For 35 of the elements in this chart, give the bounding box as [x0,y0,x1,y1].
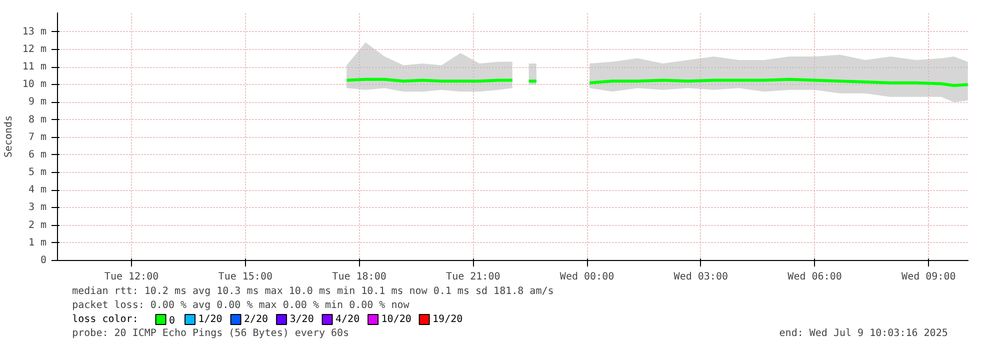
y-tick-label: 2 m [28,220,46,231]
legend-label: 4/20 [336,314,360,325]
y-tick-label: 7 m [28,132,46,143]
text: packet loss: 0.00 % avg 0.00 % max 0.00 % min 0.00 % now [72,300,410,311]
y-tick-label: 1 m [28,237,46,248]
x-tick-label: Wed 03:00 [674,272,728,282]
legend-title: loss color: [72,314,138,325]
text: probe: 20 ICMP Echo Pings (56 Bytes) every 60s [72,328,350,339]
x-tick-label: Tue 21:00 [446,272,500,282]
y-tick-label: 9 m [28,96,46,108]
x-tick-label: Tue 18:00 [332,272,386,282]
y-tick-label: 12 m [22,44,47,55]
legend-label: 0 [168,316,176,326]
legend-label: 19/20 [432,314,463,325]
x-tick-label: Tue 12:00 [104,272,159,282]
y-tick-label: 0 [40,255,47,266]
text: median rtt: 10.2 ms avg 10.3 ms max 10.0 ms min 10.1 ms now 0.1 ms sd 181.8 am/s [72,286,554,297]
y-tick-label: 10 m [22,79,47,90]
y-axis-title: Seconds [3,115,14,158]
legend-label: 10/20 [381,314,412,325]
legend-label: 3/20 [290,314,314,325]
y-tick-label: 5 m [28,167,46,178]
legend-label: 1/20 [198,314,222,325]
y-tick-label: 8 m [28,114,46,126]
y-tick-label: 11 m [22,62,47,73]
text: end: Wed Jul 9 10:03:16 2025 [779,328,948,339]
y-tick-label: 4 m [28,184,46,196]
x-tick-label: Wed 09:00 [902,272,956,282]
y-tick-label: 13 m [22,26,47,38]
x-tick-label: Tue 15:00 [218,272,272,282]
y-tick-label: 6 m [28,149,46,160]
x-tick-label: Wed 06:00 [788,272,842,282]
y-tick-label: 3 m [28,202,46,214]
x-tick-label: Wed 00:00 [560,272,614,282]
legend-label: 2/20 [244,314,268,325]
